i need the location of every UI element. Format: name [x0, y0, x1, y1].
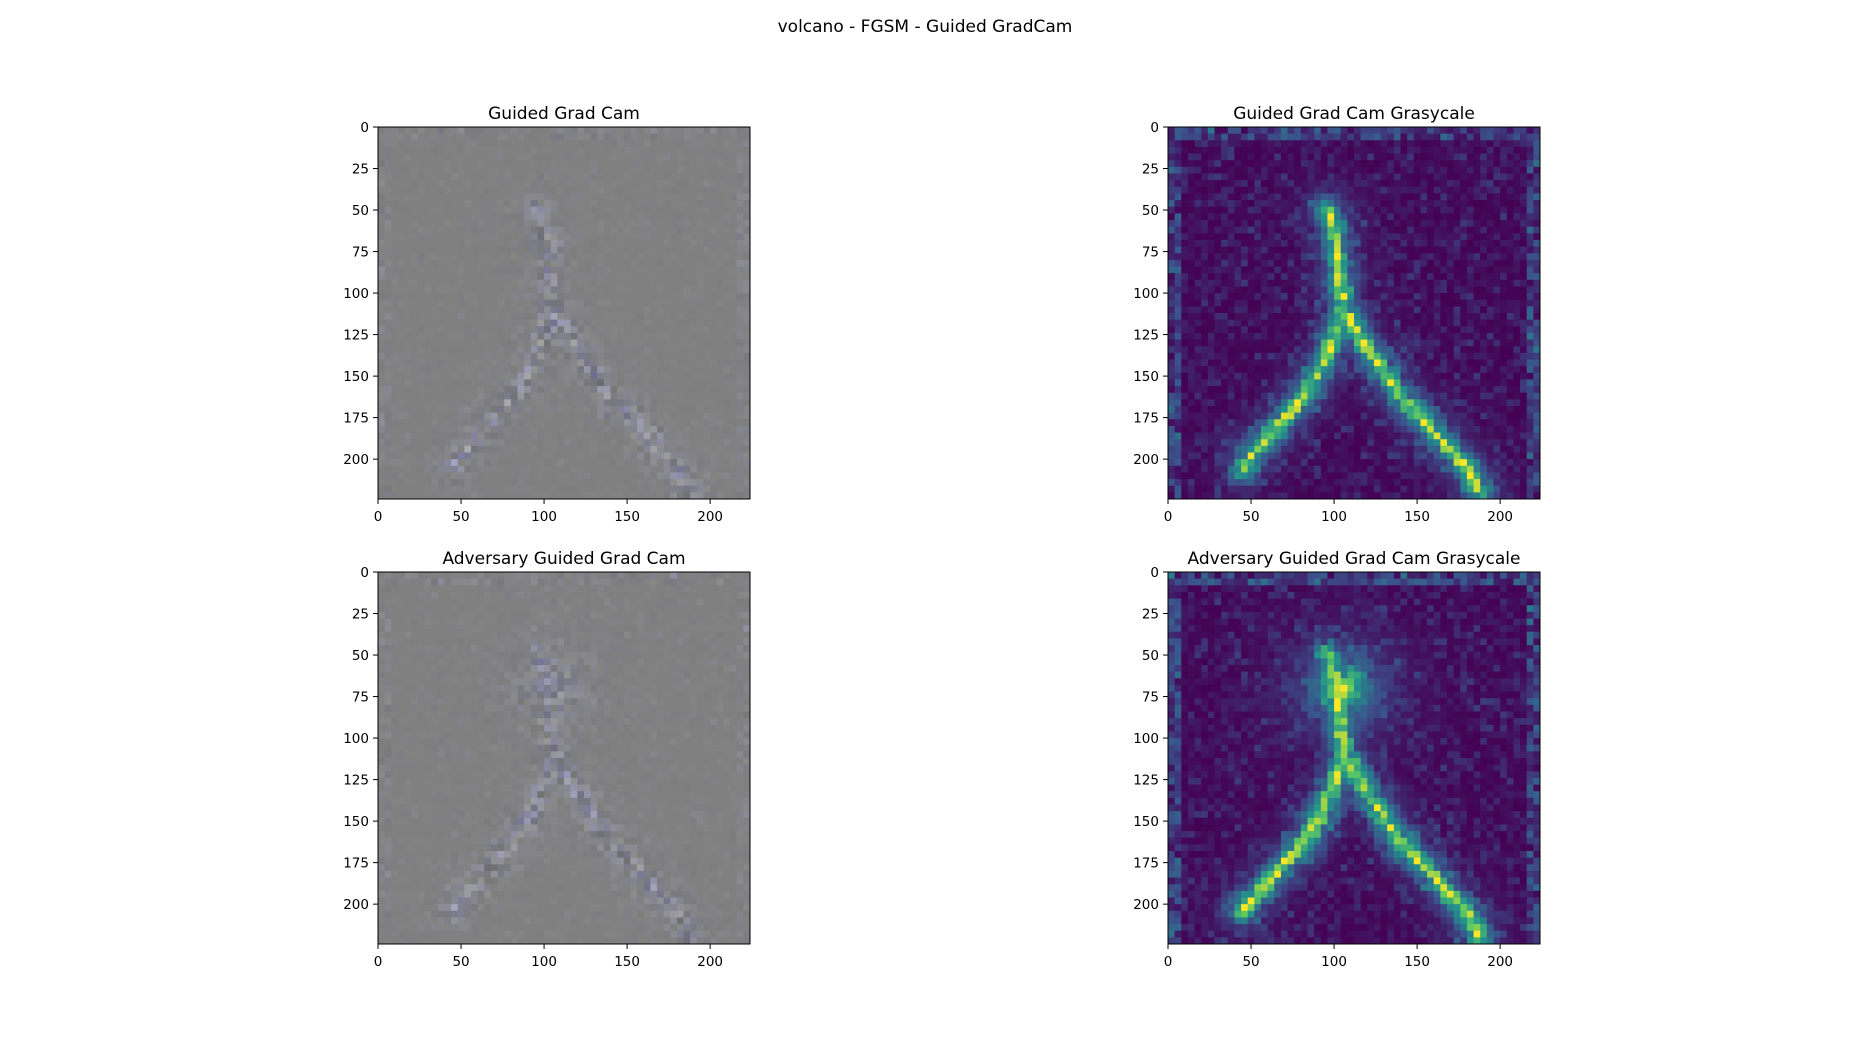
x-tick-label: 150: [614, 954, 640, 970]
x-tick-label: 200: [697, 509, 723, 525]
heatmap-image: [378, 127, 751, 500]
y-tick-label: 50: [352, 648, 369, 664]
subplot-title: Adversary Guided Grad Cam: [442, 549, 685, 569]
subplot-title: Guided Grad Cam: [488, 104, 640, 124]
x-tick-label: 100: [531, 509, 557, 525]
y-tick-label: 175: [343, 411, 369, 427]
subplot-title: Guided Grad Cam Grasycale: [1233, 104, 1475, 124]
y-tick-label: 175: [1133, 411, 1159, 427]
x-tick-label: 0: [1164, 509, 1173, 525]
y-tick-label: 200: [343, 897, 369, 913]
x-tick-label: 0: [1164, 954, 1173, 970]
y-tick-label: 25: [1142, 162, 1159, 178]
y-tick-label: 0: [1150, 120, 1159, 136]
figure-suptitle: volcano - FGSM - Guided GradCam: [777, 17, 1073, 37]
y-tick-label: 75: [1142, 245, 1159, 261]
axes-frame: [1167, 571, 1541, 945]
heatmap-image: [1168, 572, 1541, 945]
subplot-1: Guided Grad Cam 0 50 100 150 200 0 25 50 75 100 125…: [343, 104, 751, 525]
y-tick-label: 100: [1133, 286, 1159, 302]
axes-frame: [377, 571, 751, 945]
y-tick-label: 150: [343, 369, 369, 385]
y-tick-label: 125: [343, 328, 369, 344]
subplot-title: Adversary Guided Grad Cam Grasycale: [1188, 549, 1521, 569]
y-tick-label: 50: [1142, 203, 1159, 219]
x-tick-label: 50: [452, 954, 469, 970]
x-tick-label: 200: [1487, 954, 1513, 970]
y-tick-label: 150: [1133, 369, 1159, 385]
y-tick-label: 200: [1133, 897, 1159, 913]
x-tick-label: 100: [1321, 509, 1347, 525]
x-tick-label: 100: [1321, 954, 1347, 970]
heatmap-image: [1168, 127, 1541, 500]
y-tick-label: 25: [352, 162, 369, 178]
x-tick-label: 150: [614, 509, 640, 525]
y-tick-label: 200: [1133, 452, 1159, 468]
x-tick-label: 100: [531, 954, 557, 970]
x-tick-label: 50: [1242, 509, 1259, 525]
y-tick-label: 25: [1142, 607, 1159, 623]
y-tick-label: 50: [1142, 648, 1159, 664]
y-tick-label: 150: [343, 814, 369, 830]
y-tick-label: 0: [360, 120, 369, 136]
y-tick-label: 175: [1133, 856, 1159, 872]
y-tick-label: 100: [343, 731, 369, 747]
y-tick-label: 0: [1150, 565, 1159, 581]
x-tick-label: 150: [1404, 509, 1430, 525]
y-tick-label: 100: [343, 286, 369, 302]
y-tick-label: 125: [1133, 328, 1159, 344]
x-tick-label: 50: [452, 509, 469, 525]
subplot-2: Guided Grad Cam Grasycale 0 50 100 150 200 0 25…: [1133, 104, 1541, 525]
y-tick-label: 200: [343, 452, 369, 468]
subplot-4: Adversary Guided Grad Cam Grasycale 0 50 10…: [1133, 549, 1541, 970]
x-tick-label: 200: [697, 954, 723, 970]
y-tick-label: 50: [352, 203, 369, 219]
x-tick-label: 50: [1242, 954, 1259, 970]
axes-frame: [1167, 126, 1541, 500]
y-tick-label: 75: [352, 690, 369, 706]
y-tick-label: 100: [1133, 731, 1159, 747]
y-tick-label: 125: [1133, 773, 1159, 789]
y-tick-label: 0: [360, 565, 369, 581]
y-tick-label: 125: [343, 773, 369, 789]
x-tick-label: 0: [374, 954, 383, 970]
x-tick-label: 0: [374, 509, 383, 525]
y-tick-label: 25: [352, 607, 369, 623]
y-tick-label: 75: [1142, 690, 1159, 706]
y-tick-label: 150: [1133, 814, 1159, 830]
heatmap-image: [378, 572, 751, 945]
x-tick-label: 200: [1487, 509, 1513, 525]
subplot-3: Adversary Guided Grad Cam 0 50 100 150 200 0 25…: [343, 549, 751, 970]
x-tick-label: 150: [1404, 954, 1430, 970]
axes-frame: [377, 126, 751, 500]
y-tick-label: 175: [343, 856, 369, 872]
y-tick-label: 75: [352, 245, 369, 261]
